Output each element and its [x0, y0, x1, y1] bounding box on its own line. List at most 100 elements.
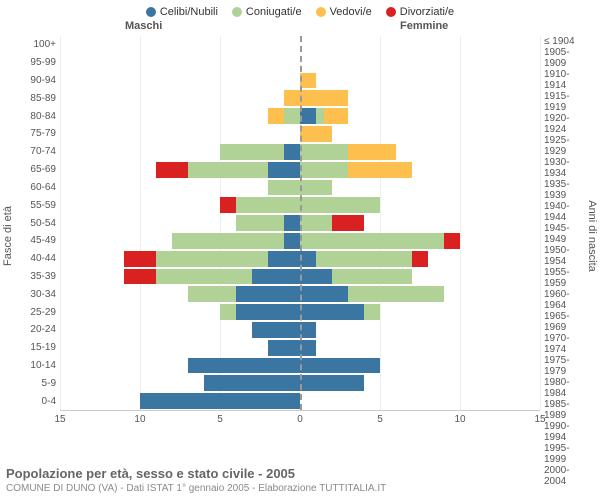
segment [188, 286, 236, 302]
segment [300, 340, 316, 356]
bar-female [300, 340, 540, 356]
bar-female [300, 73, 540, 89]
chart-area: Fasce di età Anni di nascita 100+95-9990… [60, 36, 540, 436]
segment [300, 197, 380, 213]
legend-item: Coniugati/e [232, 6, 302, 18]
segment [444, 233, 460, 249]
bar-male [60, 322, 300, 338]
x-tick: 10 [134, 414, 145, 425]
birth-year-label: 1935-1939 [540, 179, 595, 201]
x-tick: 0 [297, 414, 303, 425]
segment [204, 375, 300, 391]
age-label: 35-39 [26, 268, 60, 286]
segment [300, 73, 316, 89]
bar-male [60, 375, 300, 391]
birth-year-label: 1965-1969 [540, 311, 595, 333]
bar-female [300, 197, 540, 213]
segment [364, 304, 380, 320]
bar-male [60, 358, 300, 374]
bar-female [300, 375, 540, 391]
age-label: 85-89 [26, 89, 60, 107]
bar-female [300, 180, 540, 196]
legend-label: Vedovi/e [330, 6, 372, 18]
segment [348, 286, 444, 302]
bar-female [300, 37, 540, 53]
segment [220, 304, 236, 320]
bar-female [300, 304, 540, 320]
bar-male [60, 90, 300, 106]
segment [236, 197, 300, 213]
birth-year-label: 1930-1934 [540, 157, 595, 179]
age-label: 70-74 [26, 143, 60, 161]
legend-dot [316, 7, 326, 17]
birth-year-label: 1925-1929 [540, 135, 595, 157]
birth-year-label: 1910-1914 [540, 69, 595, 91]
age-label: 0-4 [38, 392, 60, 410]
segment [324, 108, 348, 124]
segment [300, 375, 364, 391]
bar-female [300, 269, 540, 285]
segment [268, 251, 300, 267]
segment [300, 180, 332, 196]
segment [188, 162, 268, 178]
age-label: 10-14 [26, 357, 60, 375]
segment [252, 269, 300, 285]
segment [284, 90, 300, 106]
age-label: 75-79 [26, 125, 60, 143]
age-label: 40-44 [26, 250, 60, 268]
segment [252, 322, 300, 338]
segment [412, 251, 428, 267]
bar-male [60, 144, 300, 160]
bar-male [60, 340, 300, 356]
age-label: 25-29 [26, 303, 60, 321]
segment [268, 162, 300, 178]
age-label: 65-69 [26, 161, 60, 179]
segment [300, 304, 364, 320]
bar-male [60, 108, 300, 124]
segment [268, 340, 300, 356]
age-label: 30-34 [26, 285, 60, 303]
bar-female [300, 144, 540, 160]
segment [172, 233, 284, 249]
segment [268, 108, 284, 124]
age-label: 20-24 [26, 321, 60, 339]
bar-male [60, 37, 300, 53]
segment [316, 251, 412, 267]
segment [300, 215, 332, 231]
bar-female [300, 358, 540, 374]
legend: Celibi/Nubili Coniugati/e Vedovi/e Divorzia… [0, 0, 600, 18]
segment [348, 144, 396, 160]
bar-female [300, 233, 540, 249]
legend-dot [386, 7, 396, 17]
segment [300, 233, 444, 249]
birth-year-label: 1950-1954 [540, 245, 595, 267]
x-tick: 5 [377, 414, 383, 425]
bar-male [60, 215, 300, 231]
segment [300, 286, 348, 302]
segment [220, 197, 236, 213]
age-label: 50-54 [26, 214, 60, 232]
bar-female [300, 393, 540, 409]
segment [220, 144, 284, 160]
bar-male [60, 393, 300, 409]
birth-year-label: 1920-1924 [540, 113, 595, 135]
legend-label: Divorziati/e [400, 6, 454, 18]
segment [236, 304, 300, 320]
bar-male [60, 233, 300, 249]
chart-subtitle: COMUNE DI DUNO (VA) - Dati ISTAT 1° genn… [6, 483, 594, 494]
bar-male [60, 197, 300, 213]
segment [332, 269, 412, 285]
age-label: 95-99 [26, 54, 60, 72]
segment [284, 108, 300, 124]
bar-male [60, 55, 300, 71]
birth-year-label: 1990-1994 [540, 421, 595, 443]
birth-year-label: 1945-1949 [540, 223, 595, 245]
legend-item: Celibi/Nubili [146, 6, 218, 18]
bar-male [60, 286, 300, 302]
birth-year-label: 1940-1944 [540, 201, 595, 223]
segment [140, 393, 300, 409]
bar-female [300, 90, 540, 106]
segment [156, 251, 268, 267]
chart-title: Popolazione per età, sesso e stato civil… [6, 466, 594, 481]
segment [236, 215, 284, 231]
